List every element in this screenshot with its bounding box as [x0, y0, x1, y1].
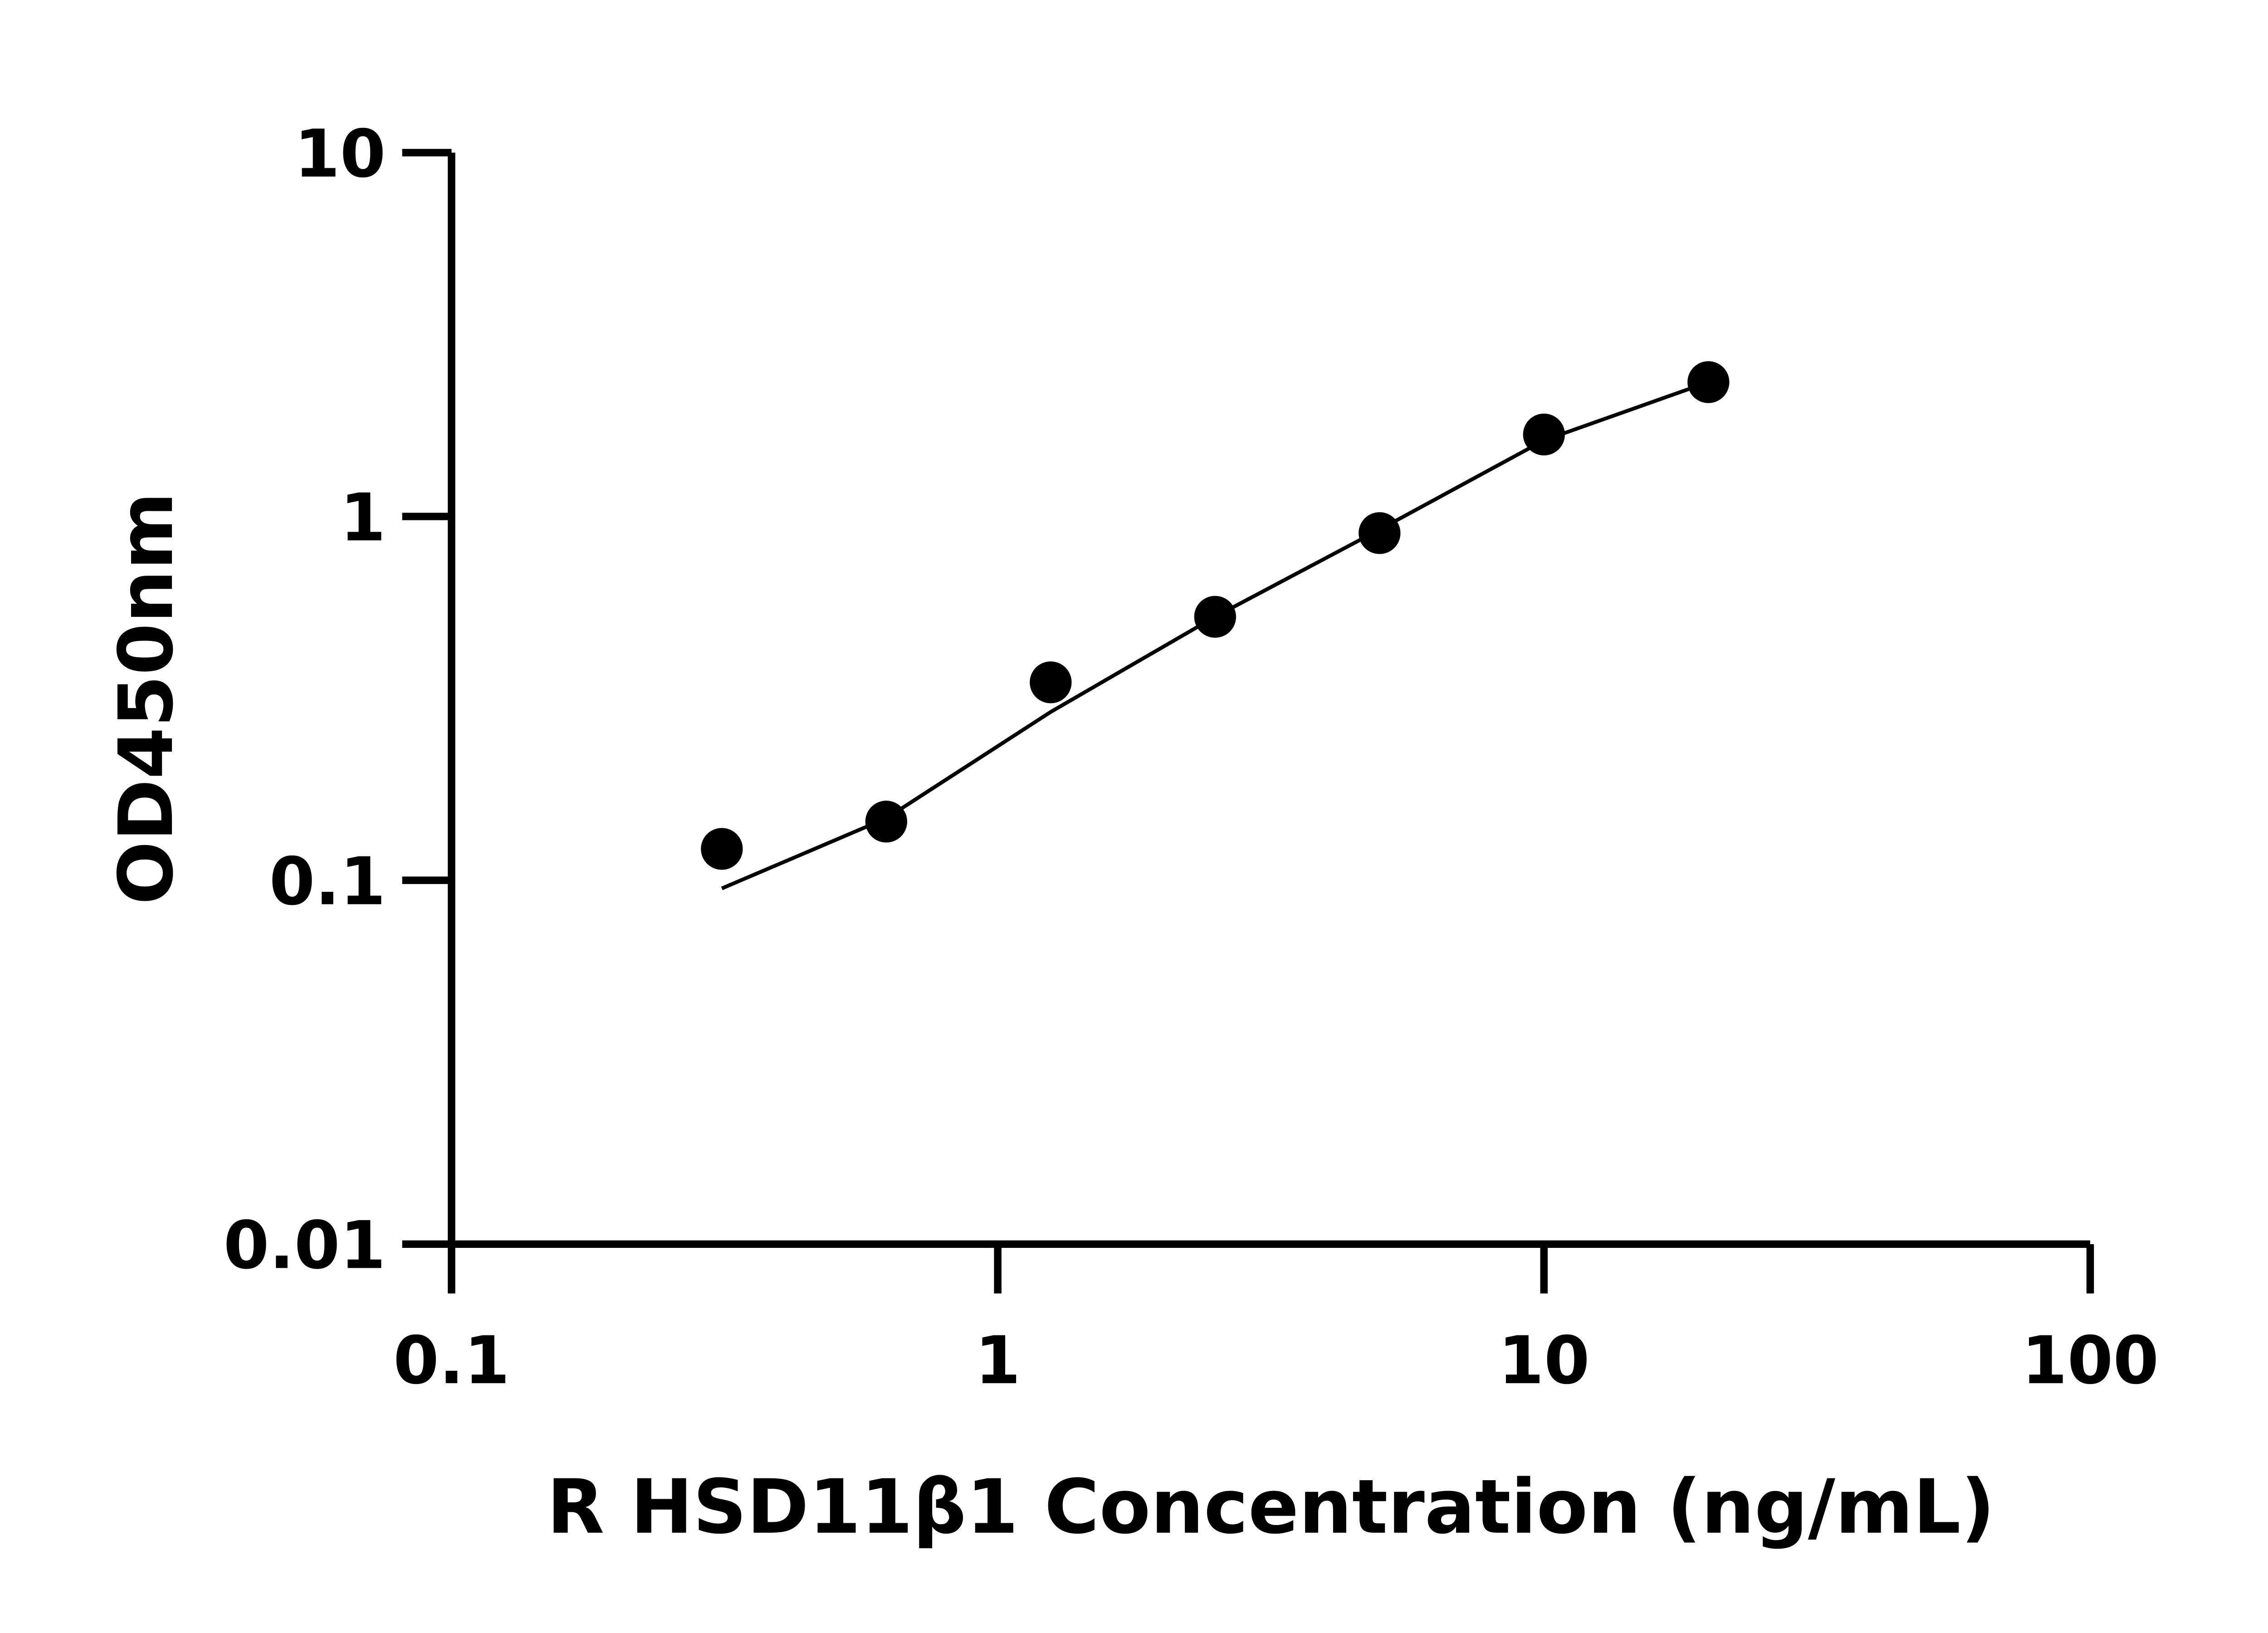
y-axis-label: OD450nm: [103, 492, 190, 905]
data-point: [1359, 512, 1401, 554]
x-tick-label: 1: [975, 1322, 1021, 1399]
x-axis-label: R HSD11β1 Concentration (ng/mL): [547, 1463, 1995, 1550]
data-point: [1194, 596, 1236, 638]
data-point: [865, 801, 907, 843]
data-point: [1687, 361, 1730, 403]
data-point: [1523, 413, 1565, 456]
data-point: [701, 828, 743, 870]
y-tick-label: 1: [340, 479, 386, 556]
x-tick-label: 0.1: [393, 1322, 510, 1399]
data-points: [701, 361, 1730, 870]
data-point: [1030, 661, 1072, 704]
x-tick-label: 100: [2022, 1322, 2159, 1399]
y-tick-label: 0.01: [224, 1207, 386, 1284]
x-tick-label: 10: [1498, 1322, 1590, 1399]
y-tick-label: 0.1: [269, 843, 386, 920]
y-tick-label: 10: [294, 116, 386, 192]
